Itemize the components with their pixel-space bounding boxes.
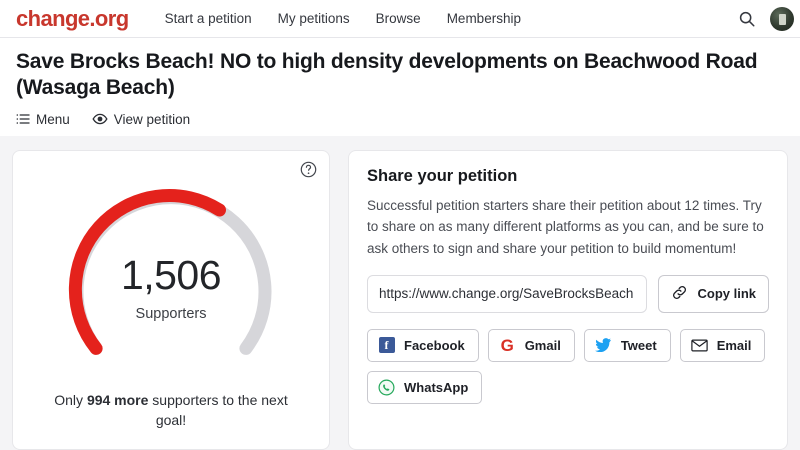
share-label-facebook: Facebook [404, 337, 465, 353]
question-circle-icon[interactable] [300, 161, 317, 183]
share-button-email[interactable]: Email [679, 328, 766, 362]
social-share-buttons: f Facebook G Gmail Tweet [367, 328, 769, 404]
share-label-email: Email [716, 337, 752, 353]
twitter-bird-icon [595, 337, 612, 354]
share-button-whatsapp[interactable]: WhatsApp [367, 370, 483, 404]
goal-progress-text: Only 994 more supporters to the next goa… [27, 390, 315, 431]
supporters-gauge: 1,506 Supporters [55, 173, 287, 378]
nav-item-membership[interactable]: Membership [446, 11, 521, 26]
share-card-description: Successful petition starters share their… [367, 197, 764, 256]
copy-link-button[interactable]: Copy link [658, 274, 769, 313]
share-label-gmail: Gmail [524, 337, 561, 353]
main-nav: Start a petition My petitions Browse Mem… [165, 11, 521, 26]
whatsapp-icon [378, 379, 395, 396]
nav-item-my-petitions[interactable]: My petitions [277, 11, 350, 26]
gmail-icon: G [500, 335, 514, 355]
content-area: 1,506 Supporters Only 994 more supporter… [0, 136, 800, 450]
search-icon[interactable] [738, 10, 756, 28]
gauge-center-readout: 1,506 Supporters [55, 251, 287, 322]
goal-text-suffix: supporters to the next goal! [148, 391, 288, 429]
link-chain-icon [671, 284, 688, 304]
share-label-tweet: Tweet [620, 337, 657, 353]
change-org-logo[interactable]: change.org [16, 5, 129, 31]
nav-item-start-a-petition[interactable]: Start a petition [164, 11, 252, 26]
petition-url-input[interactable] [367, 274, 648, 313]
share-card-title: Share your petition [367, 166, 518, 185]
share-petition-card: Share your petition Successful petition … [348, 149, 788, 450]
petition-title-bar: Save Brocks Beach! NO to high density de… [0, 38, 800, 136]
envelope-icon [691, 337, 708, 354]
supporters-gauge-card: 1,506 Supporters Only 994 more supporter… [12, 149, 330, 450]
petition-subnav: Menu View petition [16, 112, 784, 127]
subnav-item-view-petition[interactable]: View petition [92, 112, 190, 127]
copy-link-label: Copy link [697, 286, 756, 302]
supporters-label: Supporters [135, 305, 207, 322]
header-actions [738, 6, 794, 31]
goal-text-prefix: Only [54, 391, 87, 408]
share-url-row: Copy link [367, 274, 769, 313]
share-label-whatsapp: WhatsApp [404, 379, 469, 395]
subnav-item-menu[interactable]: Menu [16, 112, 70, 127]
avatar[interactable] [770, 6, 794, 31]
share-button-gmail[interactable]: G Gmail [487, 328, 575, 362]
site-header: change.org Start a petition My petitions… [0, 0, 800, 38]
list-menu-icon [16, 112, 30, 126]
share-button-tweet[interactable]: Tweet [583, 328, 671, 362]
supporters-count: 1,506 [120, 251, 222, 298]
eye-icon [92, 112, 108, 126]
page-title: Save Brocks Beach! NO to high density de… [16, 50, 758, 100]
nav-item-browse[interactable]: Browse [375, 11, 421, 26]
share-button-facebook[interactable]: f Facebook [367, 328, 479, 362]
goal-remaining-count: 994 more [86, 391, 149, 408]
gauge-progress [68, 188, 226, 355]
subnav-label-menu: Menu [36, 111, 70, 127]
facebook-icon: f [378, 337, 395, 354]
subnav-label-view-petition: View petition [113, 111, 191, 127]
